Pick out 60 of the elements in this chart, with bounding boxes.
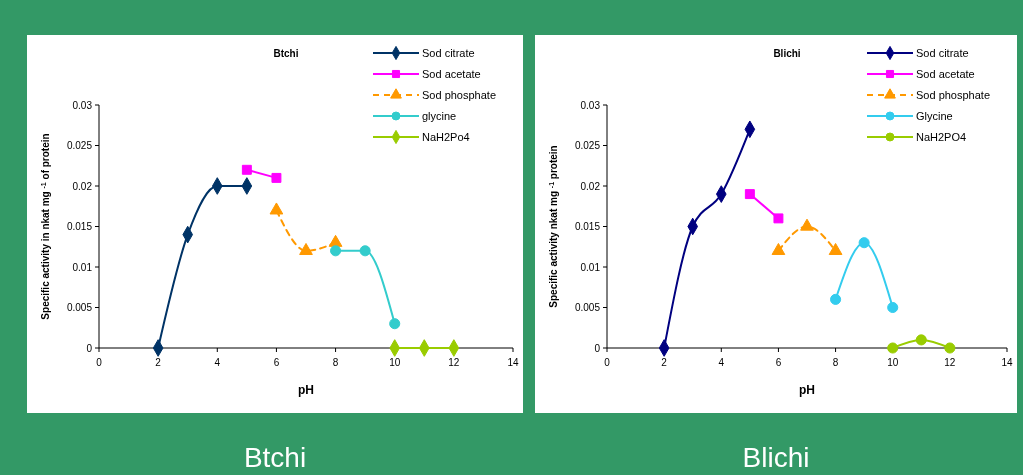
point: [330, 245, 342, 257]
y-tick-label: 0.015: [66, 221, 93, 232]
x-tick-label: 6: [273, 357, 280, 368]
legend-label: Sod acetate: [422, 68, 481, 80]
x-tick-label: 4: [718, 357, 725, 368]
y-tick-label: 0: [86, 342, 93, 354]
point: [830, 293, 842, 305]
x-tick-label: 8: [832, 357, 839, 368]
x-tick-label: 10: [389, 357, 401, 368]
point: [944, 342, 956, 354]
x-tick-label: 10: [887, 357, 899, 368]
y-tick-label: 0.005: [574, 302, 601, 313]
x-tick-label: 12: [448, 357, 460, 368]
y-tick-label: 0.025: [574, 140, 601, 151]
point: [887, 301, 899, 314]
x-tick-label: 4: [214, 357, 221, 368]
x-tick-label: 14: [507, 357, 519, 368]
x-tick-label: 0: [96, 357, 103, 368]
x-axis-title: pH: [799, 383, 815, 397]
y-tick-label: 0.03: [580, 99, 601, 111]
point: [389, 318, 401, 330]
text: Btchi: [243, 442, 307, 473]
x-tick-label: 6: [775, 357, 782, 368]
point: [359, 245, 371, 257]
x-axis-title: pH: [298, 383, 314, 397]
y-tick-label: 0.015: [574, 221, 601, 232]
legend-label: Sod phosphate: [916, 89, 991, 101]
x-tick-label: 2: [661, 357, 668, 368]
point: [241, 164, 252, 175]
legend-label: Sod acetate: [916, 68, 975, 80]
legend-label: Sod citrate: [422, 47, 475, 59]
y-tick-label: 0.025: [66, 140, 93, 151]
point: [269, 202, 284, 215]
point: [744, 189, 755, 200]
point: [858, 237, 870, 249]
y-tick-label: 0.01: [72, 261, 93, 273]
point: [887, 342, 899, 354]
point: [773, 213, 784, 224]
x-tick-label: 2: [155, 357, 162, 368]
legend-label: NaH2PO4: [916, 131, 967, 143]
point: [271, 172, 282, 183]
legend-label: Sod citrate: [916, 47, 969, 59]
legend-label: Sod phosphate: [422, 89, 497, 101]
text: Blichi: [742, 442, 810, 473]
x-tick-label: 12: [944, 357, 956, 368]
chart-title: Blichi: [773, 48, 801, 59]
y-tick-label: 0.005: [66, 302, 93, 313]
x-tick-label: 8: [332, 357, 339, 368]
legend-label: glycine: [422, 110, 457, 122]
y-tick-label: 0.02: [580, 180, 601, 192]
chart-title: Btchi: [273, 48, 299, 59]
y-tick-label: 0: [594, 342, 601, 354]
y-tick-label: 0.03: [72, 99, 93, 111]
legend-label: Glycine: [916, 110, 953, 122]
y-tick-label: 0.01: [580, 261, 601, 273]
legend-label: NaH2Po4: [422, 131, 470, 143]
x-tick-label: 14: [1001, 357, 1013, 368]
y-tick-label: 0.02: [72, 180, 93, 192]
x-tick-label: 0: [604, 357, 611, 368]
point: [915, 334, 927, 346]
